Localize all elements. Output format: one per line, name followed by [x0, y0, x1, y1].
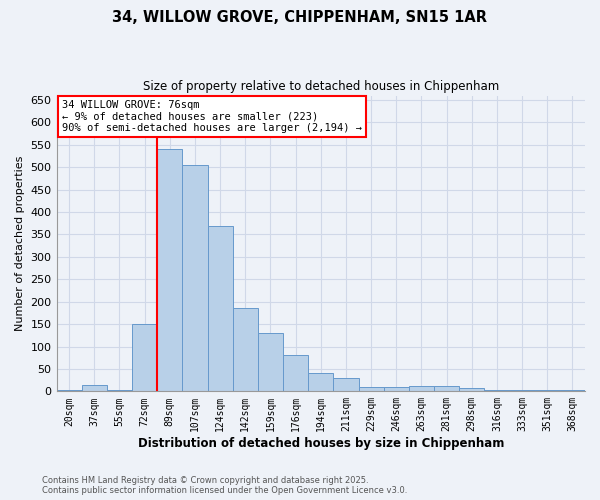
- Bar: [459, 388, 484, 392]
- Bar: [383, 387, 409, 392]
- Bar: [334, 378, 359, 392]
- Bar: [359, 387, 383, 392]
- Bar: [409, 386, 434, 392]
- Bar: [107, 390, 132, 392]
- Text: 34, WILLOW GROVE, CHIPPENHAM, SN15 1AR: 34, WILLOW GROVE, CHIPPENHAM, SN15 1AR: [113, 10, 487, 25]
- Bar: [535, 390, 560, 392]
- Bar: [157, 150, 182, 392]
- Bar: [182, 165, 208, 392]
- Bar: [484, 390, 509, 392]
- Bar: [233, 308, 258, 392]
- Y-axis label: Number of detached properties: Number of detached properties: [15, 156, 25, 331]
- Bar: [258, 333, 283, 392]
- Bar: [434, 386, 459, 392]
- Bar: [560, 390, 585, 392]
- Bar: [208, 226, 233, 392]
- Bar: [283, 356, 308, 392]
- Bar: [308, 374, 334, 392]
- Bar: [56, 390, 82, 392]
- Bar: [132, 324, 157, 392]
- Bar: [509, 390, 535, 392]
- Title: Size of property relative to detached houses in Chippenham: Size of property relative to detached ho…: [143, 80, 499, 93]
- Text: Contains HM Land Registry data © Crown copyright and database right 2025.
Contai: Contains HM Land Registry data © Crown c…: [42, 476, 407, 495]
- Bar: [82, 384, 107, 392]
- X-axis label: Distribution of detached houses by size in Chippenham: Distribution of detached houses by size …: [137, 437, 504, 450]
- Text: 34 WILLOW GROVE: 76sqm
← 9% of detached houses are smaller (223)
90% of semi-det: 34 WILLOW GROVE: 76sqm ← 9% of detached …: [62, 100, 362, 133]
